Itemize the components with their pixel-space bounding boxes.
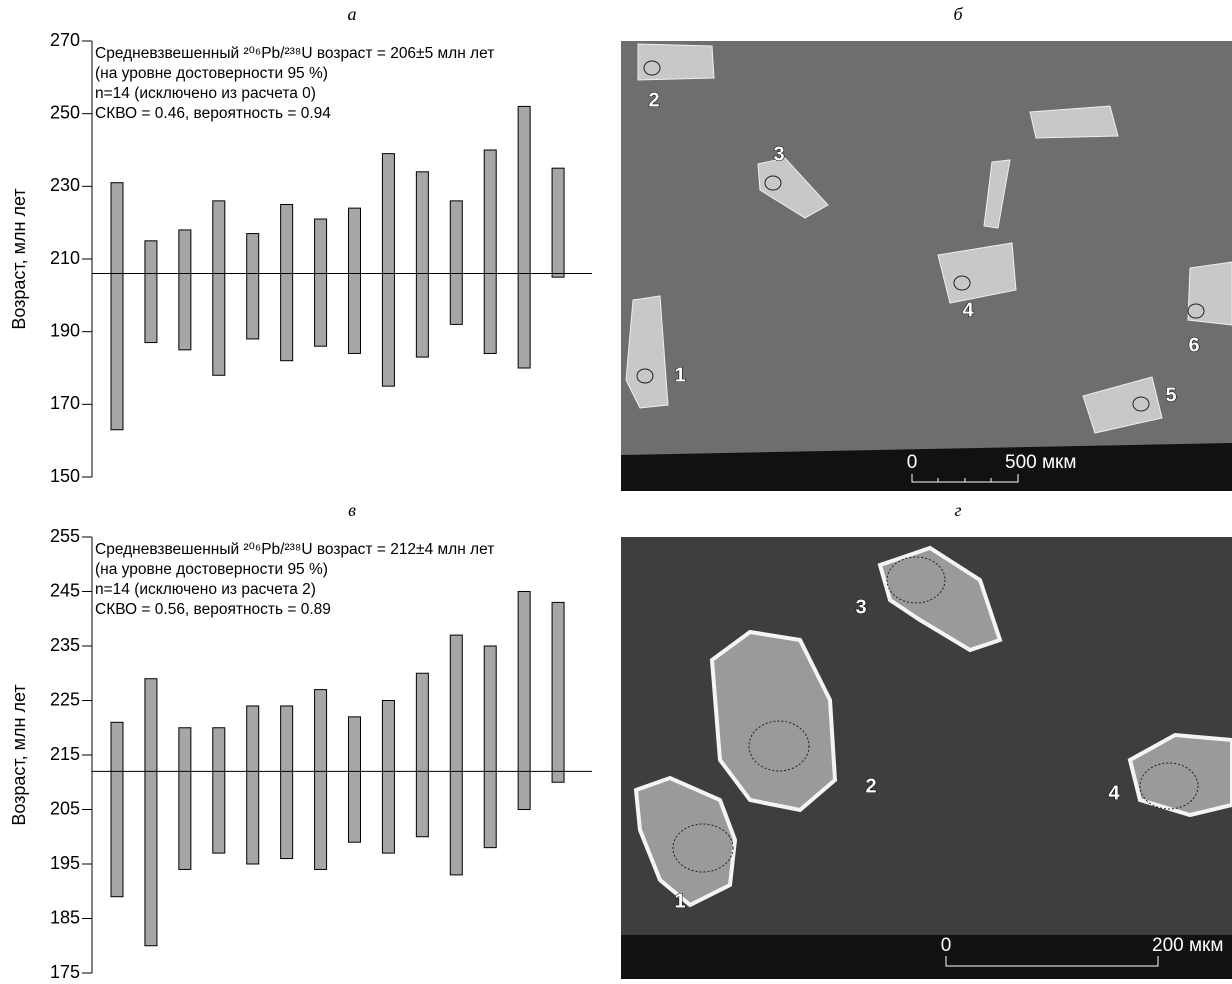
annotation: Средневзвешенный ²⁰⁶Pb/²³⁸U возраст = 20… [95,45,494,62]
range-bar [518,592,530,810]
range-bar [450,635,462,875]
annotation: СКВО = 0.56, вероятность = 0.89 [95,601,331,618]
range-bar [484,646,496,848]
scale-band [621,935,1232,979]
range-bar [213,201,225,375]
y-tick-label: 270 [50,30,80,50]
y-tick-label: 205 [50,798,80,818]
y-tick-label: 170 [50,393,80,413]
scale-label: 0 [907,452,918,473]
range-bar [382,701,394,854]
range-bar [450,201,462,325]
range-bar [281,205,293,361]
y-axis-label: Возраст, млн лет [9,188,29,329]
annotation: СКВО = 0.46, вероятность = 0.94 [95,105,331,122]
annotation: Средневзвешенный ²⁰⁶Pb/²³⁸U возраст = 21… [95,541,494,558]
grain-label: 4 [962,299,974,321]
range-bar [349,717,361,842]
range-bar [145,679,157,946]
range-bar [247,234,259,339]
y-tick-label: 225 [50,689,80,709]
y-tick-label: 255 [50,526,80,546]
annotation: (на уровне достоверности 95 %) [95,65,328,82]
y-tick-label: 230 [50,175,80,195]
panel-label: б [953,4,963,24]
y-tick-label: 185 [50,907,80,927]
range-bar [111,722,123,896]
range-bar [315,690,327,870]
range-bar [315,219,327,346]
y-axis-label: Возраст, млн лет [9,684,29,825]
annotation: (на уровне достоверности 95 %) [95,561,328,578]
panel-label: г [954,500,961,520]
range-bar [416,673,428,837]
scale-label: 200 мкм [1152,935,1223,956]
panel-b: б 1 2 3 4 5 6 0 500 мкм [621,4,1232,491]
panel-g: г 1 2 3 4 0 200 мкм [621,500,1232,979]
y-tick-label: 210 [50,248,80,268]
range-bar [349,208,361,353]
y-tick-label: 250 [50,102,80,122]
range-bar [145,241,157,343]
scale-label: 500 мкм [1005,452,1076,473]
range-bar [213,728,225,853]
range-bar [518,106,530,368]
y-tick-label: 195 [50,853,80,873]
grain-label: 1 [674,364,685,386]
range-bar [247,706,259,864]
y-tick-label: 235 [50,635,80,655]
grain-label: 3 [773,143,784,165]
annotation: n=14 (исключено из расчета 0) [95,85,316,102]
range-bar [552,168,564,277]
y-tick-label: 175 [50,962,80,979]
figure: б 1 2 3 4 5 6 0 500 мкм г 1 2 3 4 0 200 … [0,0,1232,979]
chart-title: а [348,4,357,24]
grain-label: 2 [648,89,659,111]
y-tick-label: 215 [50,744,80,764]
annotation: n=14 (исключено из расчета 2) [95,581,316,598]
chart-title: в [348,500,356,520]
range-bar [179,728,191,870]
range-bar [111,183,123,430]
micrograph [621,41,1232,491]
grain-label: 2 [865,775,876,797]
scale-label: 0 [941,935,952,956]
range-bar [552,602,564,782]
range-bar [382,154,394,387]
grain-label: 5 [1165,384,1176,406]
y-tick-label: 245 [50,580,80,600]
grain-label: 1 [674,890,685,912]
grain-label: 4 [1108,782,1120,804]
grain-label: 6 [1188,334,1199,356]
y-tick-label: 150 [50,466,80,486]
range-bar [281,706,293,859]
range-bar [416,172,428,357]
grain-label: 3 [855,596,866,618]
range-bar [484,150,496,353]
range-bar [179,230,191,350]
y-tick-label: 190 [50,320,80,340]
